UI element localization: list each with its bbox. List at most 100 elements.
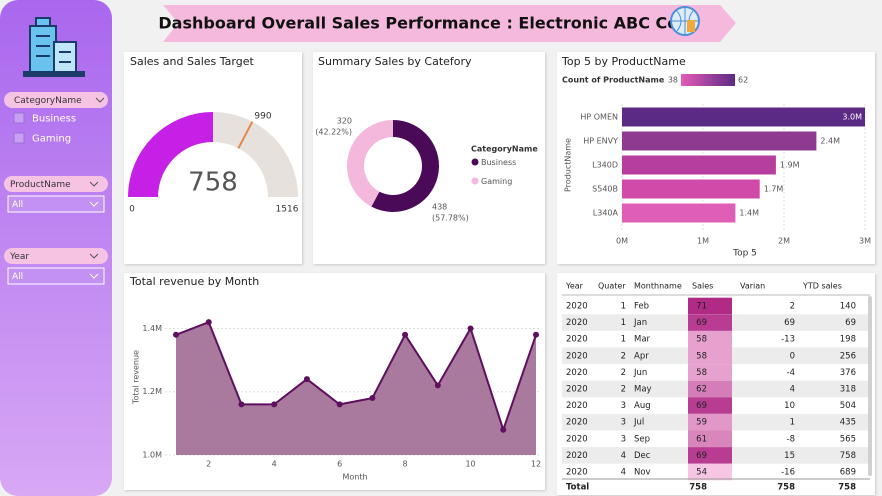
table-cell: 1 [790,418,795,428]
table-cell: 69 [845,318,856,328]
legend-title: CategoryName [471,145,538,154]
table-cell: 758 [840,451,856,461]
x-tick-label: 10 [465,460,475,469]
y-tick-label: HP ENVY [583,137,618,146]
bar[interactable] [622,203,736,223]
point[interactable] [205,319,212,326]
point[interactable] [238,401,245,408]
sales-cell [688,330,732,348]
column-header[interactable]: Monthname [634,282,682,291]
table-cell: 2 [790,302,795,312]
point[interactable] [434,382,441,389]
slicer-item[interactable]: Gaming [32,134,71,145]
bar[interactable] [622,107,865,127]
table-cell: 2020 [566,468,588,478]
sales-cell [688,413,732,431]
column-header[interactable]: YTD sales [802,282,842,291]
sales-cell [688,380,732,398]
table-cell: 69 [696,451,707,461]
table-cell: 1 [621,318,626,328]
table-cell: 3 [621,401,626,411]
legend-min: 38 [668,76,678,85]
table-cell: 58 [696,368,707,378]
gauge-max-label: 1516 [276,205,299,215]
point[interactable] [533,331,539,338]
table-cell: 1 [621,302,626,312]
table-cell: Sep [634,434,650,444]
gauge-min-label: 0 [129,205,135,215]
checkbox[interactable] [13,112,25,124]
data-label: 320 [337,117,352,126]
table-cell: 2020 [566,302,588,312]
table-cell: 15 [784,451,795,461]
checkbox[interactable] [13,132,25,144]
x-tick-label: 2M [778,237,790,246]
slicer-item[interactable]: Business [32,114,76,125]
sales-cell [688,397,732,414]
area-fill [176,322,536,455]
slicer-header[interactable] [4,92,108,108]
data-label: 1.7M [764,185,784,194]
point[interactable] [402,331,409,338]
data-label: 2.4M [820,137,840,146]
point[interactable] [336,401,343,408]
dropdown[interactable] [7,267,105,285]
point[interactable] [271,401,278,408]
chevron [89,181,99,187]
table-cell: Jul [633,418,644,428]
point[interactable] [303,376,310,383]
data-label: 1.9M [780,161,800,170]
gauge-value [128,112,213,197]
slicer-header[interactable] [4,248,108,264]
legend-marker[interactable] [471,158,479,166]
table-cell: 2 [621,385,626,395]
bar[interactable] [622,155,776,175]
y-tick-label: L340D [592,161,618,170]
chart-title: Top 5 by ProductName [561,55,686,68]
table-cell: 58 [696,351,707,361]
legend-label[interactable]: Business [481,158,516,167]
scrollbar[interactable] [868,296,872,476]
data-label: 438 [432,203,447,212]
table-cell: 2020 [566,318,588,328]
table-cell: 10 [784,401,795,411]
table-cell: 0 [790,351,795,361]
point[interactable] [173,331,179,338]
point[interactable] [369,395,376,402]
table-cell: 376 [840,368,856,378]
table-cell: 61 [696,434,707,444]
y-tick-label: 1.4M [142,324,162,333]
table-cell: 435 [840,418,856,428]
table-cell: 2020 [566,368,588,378]
table-cell: -8 [787,434,795,444]
title-banner [163,5,736,42]
chevron [89,201,99,207]
column-header[interactable]: Quater [598,282,626,291]
table-cell: 69 [696,401,707,411]
legend-label[interactable]: Gaming [481,177,512,186]
bar[interactable] [622,179,760,199]
sales-cell [688,347,732,365]
column-header[interactable]: Sales [692,282,713,291]
slicer-title: CategoryName [14,96,82,106]
sales-cell [688,447,732,464]
donut-slice [371,120,440,213]
table-cell: 198 [840,335,856,345]
slicer-header[interactable] [4,176,108,192]
bar[interactable] [622,131,817,151]
dropdown-value: All [12,272,23,282]
point[interactable] [500,426,507,433]
dropdown[interactable] [7,195,105,213]
column-header[interactable]: Varian [740,282,765,291]
x-axis-label: Month [342,473,367,482]
sales-cell [688,430,732,448]
column-header[interactable]: Year [565,282,584,291]
table-cell: 2020 [566,401,588,411]
table-cell: 689 [840,468,856,478]
table-cell: Jan [633,318,647,328]
table-cell: 2020 [566,418,588,428]
chart-title: Total revenue by Month [129,275,259,288]
legend-marker[interactable] [471,177,479,185]
point[interactable] [467,325,474,332]
legend-title: Count of ProductName [562,76,665,85]
